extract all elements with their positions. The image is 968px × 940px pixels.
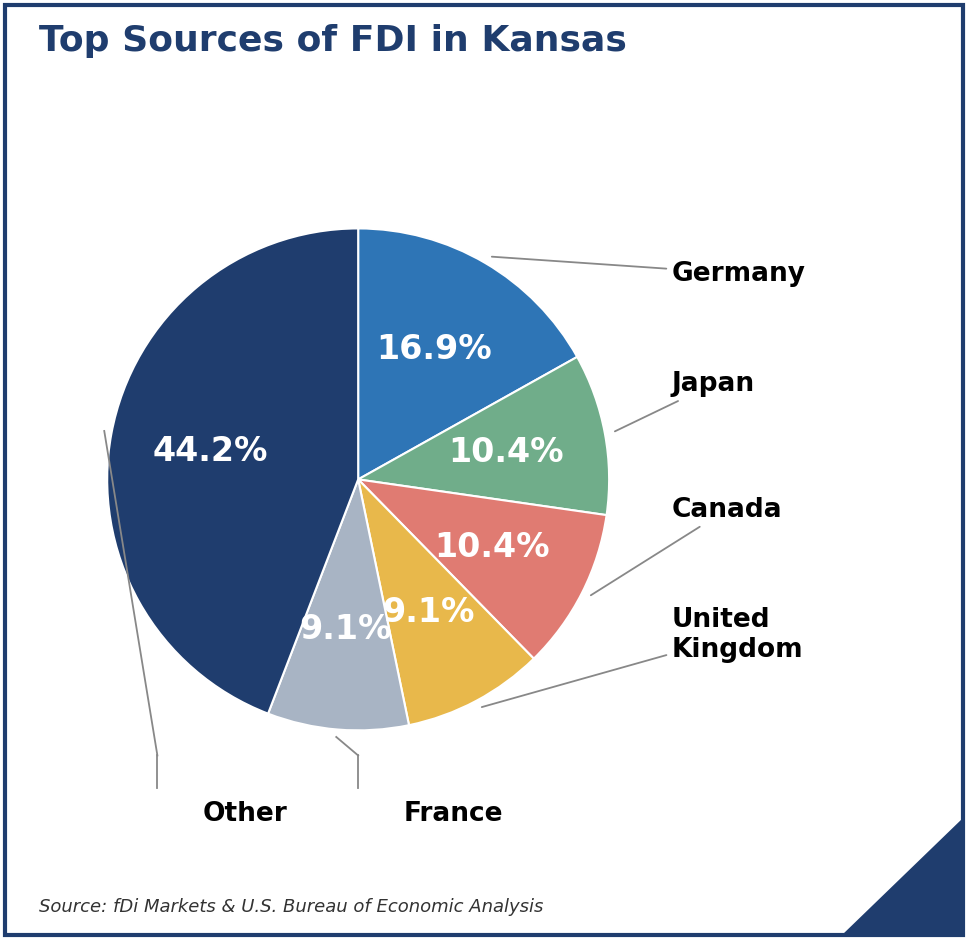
Text: Japan: Japan <box>615 371 755 431</box>
Text: Canada: Canada <box>590 496 782 595</box>
Wedge shape <box>358 479 607 659</box>
Text: France: France <box>404 801 502 826</box>
Text: Germany: Germany <box>492 257 806 287</box>
Text: 10.4%: 10.4% <box>435 531 550 564</box>
Text: Top Sources of FDI in Kansas: Top Sources of FDI in Kansas <box>39 24 626 57</box>
Wedge shape <box>358 479 533 725</box>
Text: Source: fDi Markets & U.S. Bureau of Economic Analysis: Source: fDi Markets & U.S. Bureau of Eco… <box>39 899 543 916</box>
Wedge shape <box>358 228 577 479</box>
Text: 44.2%: 44.2% <box>153 434 268 468</box>
Text: 9.1%: 9.1% <box>299 613 392 646</box>
Text: 9.1%: 9.1% <box>382 596 475 629</box>
Text: Other: Other <box>202 801 287 826</box>
Text: 10.4%: 10.4% <box>448 435 564 469</box>
Text: 16.9%: 16.9% <box>377 333 492 366</box>
Wedge shape <box>358 357 609 515</box>
Wedge shape <box>268 479 409 730</box>
Wedge shape <box>107 228 358 713</box>
Text: United
Kingdom: United Kingdom <box>482 607 803 707</box>
